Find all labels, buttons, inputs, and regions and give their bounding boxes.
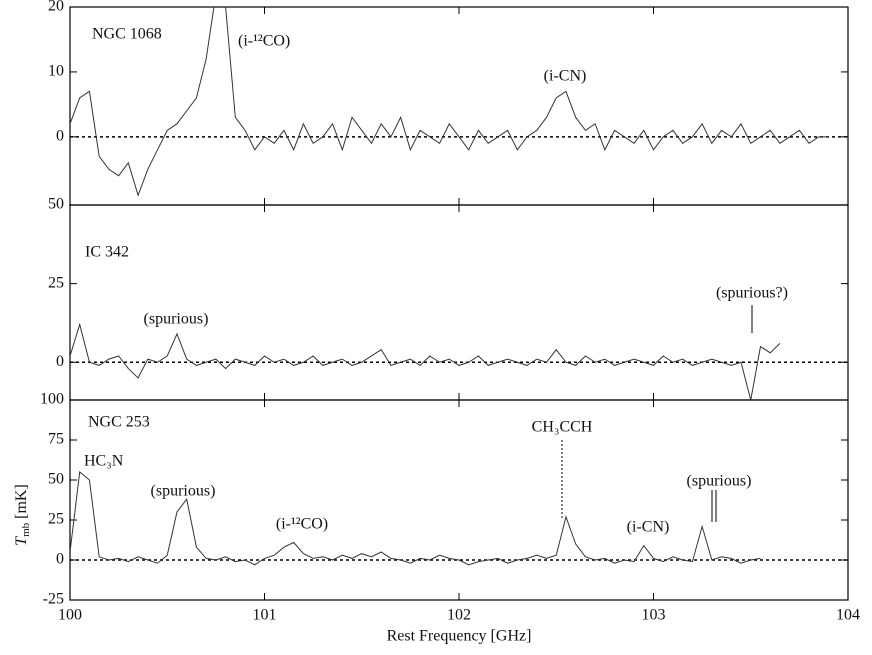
annotation: CH₃CCH xyxy=(532,419,593,436)
spectrum xyxy=(70,7,829,197)
panel-frame xyxy=(69,204,849,401)
y-tick-label: 100 xyxy=(40,391,64,408)
x-tick-label: 104 xyxy=(836,607,860,624)
y-tick-label: 75 xyxy=(48,431,64,448)
x-tick-label: 103 xyxy=(642,607,666,624)
panel-title: IC 342 xyxy=(85,244,129,261)
y-tick-label: 0 xyxy=(56,128,64,145)
y-tick-label: 10 xyxy=(48,63,64,80)
y-tick-label: 0 xyxy=(56,551,64,568)
x-tick-label: 100 xyxy=(58,607,82,624)
annotation: (i-¹²CO) xyxy=(238,33,290,50)
panel-frame xyxy=(69,6,849,206)
y-tick-label: 50 xyxy=(48,471,64,488)
x-tick-label: 102 xyxy=(447,607,471,624)
annotation: (i-CN) xyxy=(544,68,587,85)
panel-title: NGC 253 xyxy=(88,414,150,431)
panel-title: NGC 1068 xyxy=(92,26,162,43)
annotation: (spurious?) xyxy=(716,285,788,302)
y-axis-title: Tmb [mK] xyxy=(13,484,32,546)
y-tick-label: 25 xyxy=(48,511,64,528)
y-title-subscript: mb xyxy=(20,522,32,537)
annotation: (spurious) xyxy=(144,311,209,328)
y-title-unit: [mK] xyxy=(13,484,30,519)
x-axis-title: Rest Frequency [GHz] xyxy=(387,628,532,645)
x-tick-label: 101 xyxy=(253,607,277,624)
y-tick-label: -25 xyxy=(43,591,64,608)
y-tick-label: 25 xyxy=(48,274,64,291)
y-title-symbol: T xyxy=(13,536,30,546)
annotation: (i-CN) xyxy=(627,519,670,536)
y-tick-label: 50 xyxy=(48,196,64,213)
annotation: (spurious) xyxy=(151,483,216,500)
annotation: (i-¹²CO) xyxy=(276,516,328,533)
spectrum xyxy=(70,471,761,566)
annotation: (spurious) xyxy=(687,473,752,490)
spectrum xyxy=(70,322,781,400)
y-tick-label: 20 xyxy=(48,0,64,15)
annotation: HC₃N xyxy=(84,453,124,470)
y-tick-label: 0 xyxy=(56,353,64,370)
